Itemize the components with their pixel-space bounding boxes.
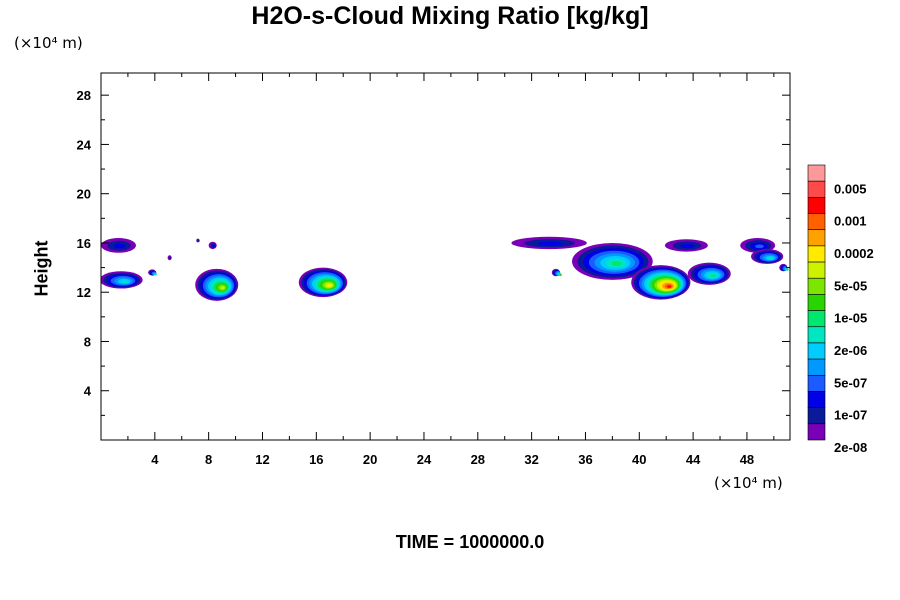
cloud-contour (327, 284, 332, 287)
x-tick-label: 44 (686, 452, 701, 467)
colorbar-label: 2e-08 (834, 440, 867, 455)
cloud-contour (710, 274, 717, 278)
cloud-contour (755, 244, 764, 249)
cloud-region (664, 239, 708, 252)
cloud-contour (113, 243, 126, 249)
cloud-region (571, 242, 653, 280)
cloud-contour (786, 268, 789, 271)
colorbar-label: 0.001 (834, 214, 867, 229)
x-tick-label: 16 (309, 452, 323, 467)
cloud-contour (197, 239, 200, 242)
y-tick-label: 16 (77, 236, 91, 251)
cloud-region (551, 268, 562, 277)
colorbar-label: 2e-06 (834, 343, 867, 358)
colorbar-swatch (807, 261, 826, 279)
x-tick-label: 36 (578, 452, 592, 467)
cloud-region (208, 241, 217, 250)
colorbar-label: 0.005 (834, 181, 867, 196)
x-tick-label: 24 (417, 452, 432, 467)
x-axis-unit: (×10⁴ m) (714, 474, 783, 492)
cloud-contour (768, 257, 774, 260)
cloud-contour (220, 286, 225, 290)
cloud-field (101, 236, 789, 301)
colorbar-swatch (807, 164, 826, 182)
cloud-region (196, 238, 200, 243)
cloud-contour (121, 280, 128, 283)
colorbar-swatch (807, 358, 826, 376)
cloud-contour (537, 241, 563, 246)
cloud-region (148, 269, 157, 276)
colorbar-swatch (807, 229, 826, 247)
cloud-region (167, 255, 172, 261)
cloud-region (740, 238, 776, 253)
x-tick-label: 48 (740, 452, 754, 467)
x-tick-label: 12 (255, 452, 269, 467)
colorbar-swatch (807, 342, 826, 360)
plot-frame (100, 72, 791, 441)
cloud-region (298, 267, 348, 298)
colorbar-swatch (807, 294, 826, 311)
colorbar-swatch (807, 423, 826, 441)
cloud-region (195, 268, 239, 301)
cloud-region (101, 238, 136, 253)
y-tick-label: 12 (77, 285, 91, 300)
cloud-region (750, 249, 784, 264)
chart-title: H2O-s-Cloud Mixing Ratio [kg/kg] (251, 2, 649, 30)
x-tick-label: 28 (471, 452, 485, 467)
colorbar-label: 5e-07 (834, 375, 867, 390)
x-tick-label: 20 (363, 452, 377, 467)
x-tick-label: 32 (524, 452, 538, 467)
cloud-contour (212, 244, 216, 248)
colorbar-swatch (807, 277, 826, 295)
time-footer: TIME = 1000000.0 (395, 532, 545, 552)
colorbar-swatch (807, 326, 826, 344)
cloud-region (101, 271, 143, 289)
colorbar-swatch (807, 180, 826, 198)
colorbar-swatch (807, 197, 826, 214)
y-tick-label: 8 (84, 334, 91, 349)
x-tick-label: 4 (151, 452, 159, 467)
x-tick-label: 8 (205, 452, 212, 467)
y-tick-label: 20 (77, 187, 91, 202)
y-axis-unit: (×10⁴ m) (14, 34, 83, 52)
colorbar-swatch (807, 391, 826, 408)
colorbar-swatch (807, 310, 826, 328)
x-tick-label: 40 (632, 452, 646, 467)
cloud-contour (667, 285, 672, 288)
y-tick-label: 24 (77, 137, 92, 152)
y-tick-label: 4 (84, 384, 92, 399)
colorbar: 0.005 0.001 0.0002 5e-05 1e-05 2e-06 5e-07 1e-0… (807, 164, 874, 455)
colorbar-label: 1e-05 (834, 311, 867, 326)
cloud-contour (559, 273, 562, 277)
cloud-region (511, 236, 587, 250)
cloud-region (779, 263, 789, 272)
colorbar-label: 5e-05 (834, 278, 867, 293)
cloud-contour (154, 273, 157, 276)
colorbar-swatch (807, 213, 826, 231)
cloud-contour (169, 256, 172, 260)
colorbar-label: 1e-07 (834, 408, 867, 423)
cloud-contour (680, 243, 695, 249)
y-axis: 4 8 12 16 20 24 28 (77, 88, 790, 416)
colorbar-swatch (807, 245, 826, 263)
cloud-region (687, 262, 731, 285)
colorbar-swatch (807, 374, 826, 392)
x-axis: 4 8 12 16 20 24 28 32 36 40 44 48 (127, 73, 775, 467)
y-tick-label: 28 (77, 88, 91, 103)
colorbar-label: 0.0002 (834, 246, 874, 261)
colorbar-swatch (807, 407, 826, 425)
cloud-region (631, 265, 691, 300)
cloud-contour (611, 261, 622, 266)
